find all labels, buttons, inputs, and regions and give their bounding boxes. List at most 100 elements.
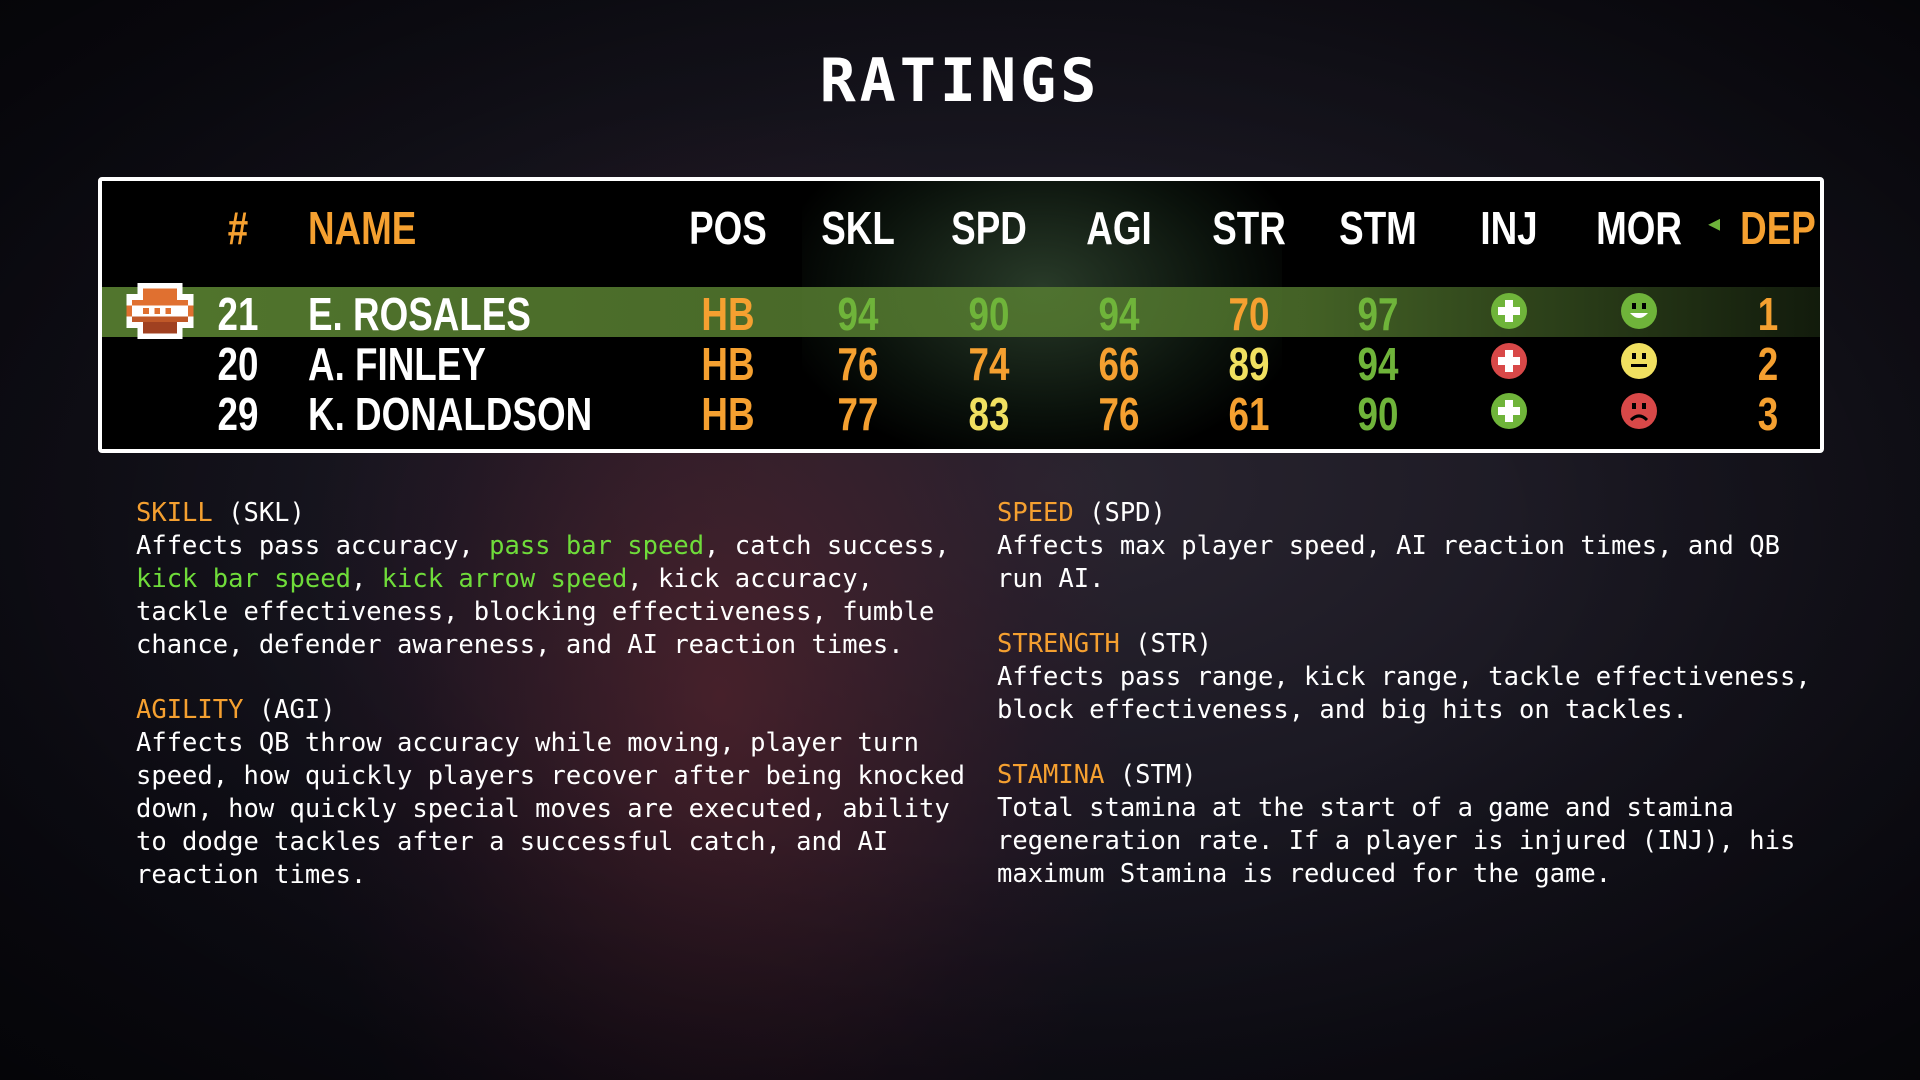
description-line: reaction times. <box>136 859 996 892</box>
row-pos: HB <box>701 388 755 440</box>
description-line: to dodge tackles after a successful catc… <box>136 826 996 859</box>
highlighted-term: kick bar speed <box>136 564 351 594</box>
header-mor[interactable]: MOR <box>1596 202 1682 254</box>
row-str: 89 <box>1228 338 1270 390</box>
row-name[interactable]: E. ROSALES <box>308 288 531 340</box>
description-text: , <box>350 564 382 594</box>
description-line: Affects QB throw accuracy while moving, … <box>136 727 996 760</box>
description-text: , catch success, <box>704 531 950 561</box>
description-abbreviation: (STR) <box>1119 629 1212 659</box>
injury-healthy-cross-icon <box>1491 293 1527 329</box>
description-line: tackle effectiveness, blocking effective… <box>136 596 996 629</box>
description-heading: STRENGTH <box>997 629 1120 659</box>
row-skl: 77 <box>837 388 879 440</box>
header-str[interactable]: STR <box>1212 202 1286 254</box>
description-text: Affects pass accuracy, <box>136 531 490 561</box>
description-line: speed, how quickly players recover after… <box>136 760 996 793</box>
description-line: kick bar speed, kick arrow speed, kick a… <box>136 563 996 596</box>
morale-happy-face-icon <box>1621 293 1657 329</box>
description-line: Total stamina at the start of a game and… <box>997 792 1857 825</box>
description-abbreviation: (SKL) <box>212 498 305 528</box>
row-name[interactable]: A. FINLEY <box>308 338 486 390</box>
description-line: maximum Stamina is reduced for the game. <box>997 858 1857 891</box>
description-abbreviation: (STM) <box>1104 760 1197 790</box>
row-skl: 76 <box>837 338 879 390</box>
description-abbreviation: (AGI) <box>243 695 336 725</box>
description-text: regeneration rate. If a player is injure… <box>997 826 1796 856</box>
description-text: Affects pass range, kick range, tackle e… <box>997 662 1811 692</box>
selected-row-highlight <box>102 287 1820 337</box>
description-text: block effectiveness, and big hits on tac… <box>997 695 1688 725</box>
row-num: 29 <box>217 388 259 440</box>
description-text: chance, defender awareness, and AI react… <box>136 630 904 660</box>
description-text: , kick accuracy, <box>627 564 873 594</box>
row-str: 70 <box>1228 288 1270 340</box>
description-text: run AI. <box>997 564 1105 594</box>
row-dep: 3 <box>1757 388 1779 440</box>
row-stm: 97 <box>1357 288 1399 340</box>
header-skl[interactable]: SKL <box>821 202 895 254</box>
description-text: speed, how quickly players recover after… <box>136 761 966 791</box>
row-agi: 66 <box>1098 338 1140 390</box>
row-spd: 83 <box>968 388 1010 440</box>
header-agi[interactable]: AGI <box>1086 202 1152 254</box>
ratings-table: # NAME POS SKL SPD AGI STR STM INJ MOR ◀… <box>98 177 1824 453</box>
description-line: regeneration rate. If a player is injure… <box>997 825 1857 858</box>
header-dep[interactable]: DEP <box>1740 202 1816 254</box>
header-spd[interactable]: SPD <box>951 202 1027 254</box>
row-pos: HB <box>701 338 755 390</box>
description-line: Affects max player speed, AI reaction ti… <box>997 530 1857 563</box>
row-dep: 1 <box>1757 288 1779 340</box>
description-line: Affects pass accuracy, pass bar speed, c… <box>136 530 996 563</box>
description-agility: AGILITY (AGI) Affects QB throw accuracy w… <box>136 694 996 892</box>
description-abbreviation: (SPD) <box>1073 498 1166 528</box>
description-text: Total stamina at the start of a game and… <box>997 793 1734 823</box>
description-line: Affects pass range, kick range, tackle e… <box>997 661 1857 694</box>
football-cursor-icon <box>126 283 194 339</box>
description-line: block effectiveness, and big hits on tac… <box>997 694 1857 727</box>
description-line: chance, defender awareness, and AI react… <box>136 629 996 662</box>
row-pos: HB <box>701 288 755 340</box>
description-text: Affects max player speed, AI reaction ti… <box>997 531 1780 561</box>
row-stm: 94 <box>1357 338 1399 390</box>
row-num: 21 <box>217 288 259 340</box>
description-line: run AI. <box>997 563 1857 596</box>
description-text: to dodge tackles after a successful catc… <box>136 827 889 857</box>
row-stm: 90 <box>1357 388 1399 440</box>
injury-healthy-cross-icon <box>1491 393 1527 429</box>
description-skill: SKILL (SKL) Affects pass accuracy, pass b… <box>136 497 996 662</box>
description-speed: SPEED (SPD) Affects max player speed, AI … <box>997 497 1857 596</box>
highlighted-term: pass bar speed <box>489 531 705 561</box>
description-line: down, how quickly special moves are exec… <box>136 793 996 826</box>
description-text: Affects QB throw accuracy while moving, … <box>136 728 919 758</box>
description-heading: SPEED <box>997 498 1074 528</box>
header-inj[interactable]: INJ <box>1480 202 1538 254</box>
row-skl: 94 <box>837 288 879 340</box>
row-agi: 76 <box>1098 388 1140 440</box>
row-agi: 94 <box>1098 288 1140 340</box>
description-text: down, how quickly special moves are exec… <box>136 794 950 824</box>
row-spd: 74 <box>968 338 1010 390</box>
morale-neutral-face-icon <box>1621 343 1657 379</box>
page-title: RATINGS <box>819 46 1101 116</box>
description-strength: STRENGTH (STR) Affects pass range, kick r… <box>997 628 1857 727</box>
row-dep: 2 <box>1757 338 1779 390</box>
morale-sad-face-icon <box>1621 393 1657 429</box>
description-heading: STAMINA <box>997 760 1105 790</box>
description-heading: AGILITY <box>136 695 244 725</box>
row-name[interactable]: K. DONALDSON <box>308 388 593 440</box>
header-name[interactable]: NAME <box>308 202 417 254</box>
description-text: reaction times. <box>136 860 367 890</box>
description-heading: SKILL <box>136 498 213 528</box>
header-pos[interactable]: POS <box>689 202 767 254</box>
row-spd: 90 <box>968 288 1010 340</box>
header-stm[interactable]: STM <box>1339 202 1417 254</box>
row-str: 61 <box>1228 388 1270 440</box>
injury-injured-cross-icon <box>1491 343 1527 379</box>
row-num: 20 <box>217 338 259 390</box>
description-text: maximum Stamina is reduced for the game. <box>997 859 1612 889</box>
header-number[interactable]: # <box>227 202 249 254</box>
highlighted-term: kick arrow speed <box>381 564 628 594</box>
description-stamina: STAMINA (STM) Total stamina at the start … <box>997 759 1857 891</box>
description-text: tackle effectiveness, blocking effective… <box>136 597 935 627</box>
